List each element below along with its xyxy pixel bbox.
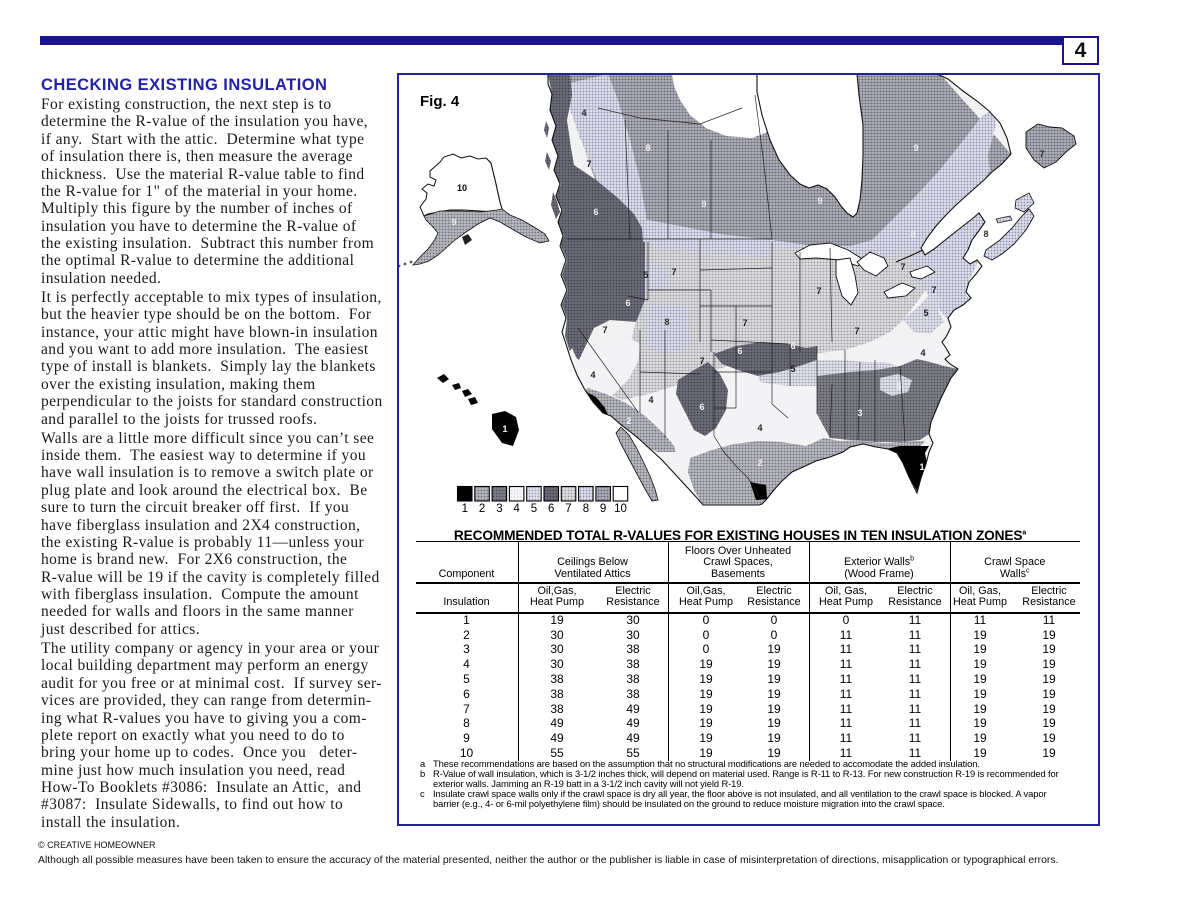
svg-text:9: 9 <box>451 217 456 227</box>
svg-text:7: 7 <box>1039 149 1044 159</box>
svg-text:9: 9 <box>600 503 606 515</box>
svg-text:8: 8 <box>664 317 669 327</box>
svg-text:3: 3 <box>496 503 502 515</box>
svg-text:7: 7 <box>816 286 821 296</box>
svg-text:2: 2 <box>757 458 762 468</box>
svg-text:4: 4 <box>590 370 595 380</box>
svg-text:6: 6 <box>699 402 704 412</box>
svg-text:8: 8 <box>983 229 988 239</box>
svg-text:4: 4 <box>648 395 653 405</box>
svg-text:5: 5 <box>923 308 928 318</box>
svg-text:8: 8 <box>910 229 915 239</box>
svg-text:6: 6 <box>548 503 554 515</box>
svg-text:4: 4 <box>757 423 762 433</box>
svg-text:8: 8 <box>645 143 650 153</box>
svg-text:3: 3 <box>857 408 862 418</box>
svg-text:5: 5 <box>896 381 901 391</box>
svg-text:5: 5 <box>790 364 795 374</box>
svg-text:7: 7 <box>900 262 905 272</box>
svg-text:9: 9 <box>701 199 706 209</box>
svg-text:7: 7 <box>854 326 859 336</box>
svg-text:4: 4 <box>513 503 520 515</box>
svg-text:7: 7 <box>565 503 571 515</box>
svg-text:9: 9 <box>817 196 822 206</box>
svg-text:5: 5 <box>531 503 537 515</box>
svg-text:6: 6 <box>737 346 742 356</box>
svg-text:7: 7 <box>586 159 591 169</box>
svg-text:6: 6 <box>625 298 630 308</box>
svg-text:4: 4 <box>920 348 925 358</box>
svg-text:7: 7 <box>671 267 676 277</box>
svg-text:3: 3 <box>567 364 572 374</box>
svg-text:5: 5 <box>643 270 648 280</box>
svg-text:1: 1 <box>502 424 507 434</box>
svg-text:10: 10 <box>457 183 467 193</box>
svg-text:4: 4 <box>581 108 586 118</box>
svg-text:2: 2 <box>479 503 485 515</box>
svg-text:1: 1 <box>462 503 468 515</box>
svg-text:2: 2 <box>626 416 631 426</box>
svg-text:1: 1 <box>919 462 924 472</box>
svg-text:8: 8 <box>583 503 589 515</box>
svg-text:6: 6 <box>790 341 795 351</box>
svg-text:1: 1 <box>590 403 595 413</box>
svg-text:9: 9 <box>913 143 918 153</box>
svg-text:7: 7 <box>602 325 607 335</box>
svg-text:7: 7 <box>699 356 704 366</box>
svg-text:7: 7 <box>742 318 747 328</box>
svg-text:7: 7 <box>931 285 936 295</box>
svg-text:6: 6 <box>593 207 598 217</box>
svg-text:10: 10 <box>614 503 627 515</box>
